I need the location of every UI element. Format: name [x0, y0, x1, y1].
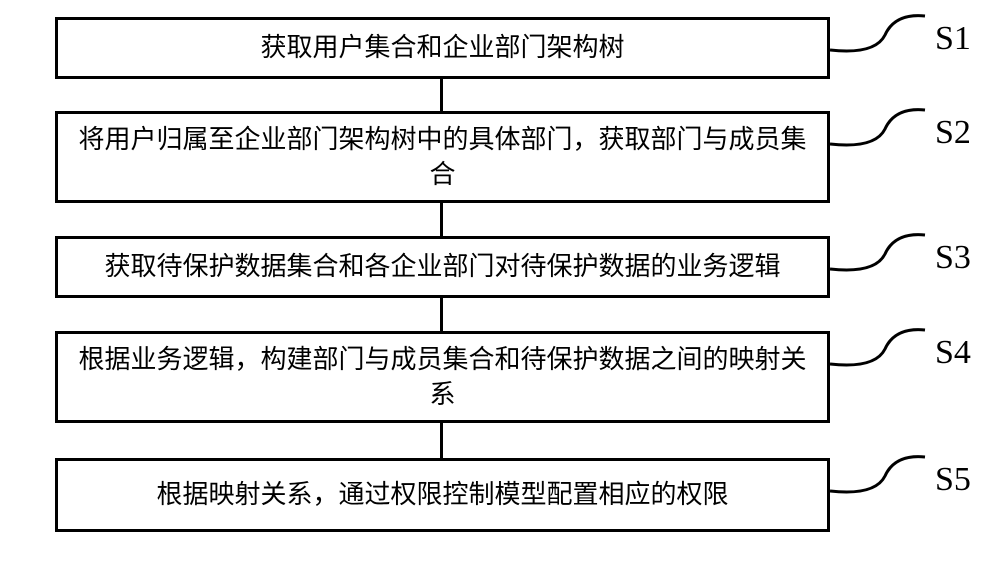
bracket-s4	[830, 324, 930, 374]
bracket-s5	[830, 451, 930, 501]
step-label-s2: S2	[935, 114, 971, 152]
bracket-s3	[830, 229, 930, 279]
step-box-s5: 根据映射关系，通过权限控制模型配置相应的权限	[55, 458, 830, 532]
bracket-s2	[830, 104, 930, 154]
step-text: 根据业务逻辑，构建部门与成员集合和待保护数据之间的映射关系	[78, 342, 807, 412]
flowchart-canvas: 获取用户集合和企业部门架构树 将用户归属至企业部门架构树中的具体部门，获取部门与…	[0, 0, 1000, 564]
connector-s3-s4	[440, 298, 443, 331]
step-text: 将用户归属至企业部门架构树中的具体部门，获取部门与成员集合	[78, 122, 807, 192]
step-box-s4: 根据业务逻辑，构建部门与成员集合和待保护数据之间的映射关系	[55, 331, 830, 423]
connector-s1-s2	[440, 79, 443, 111]
step-text: 获取用户集合和企业部门架构树	[260, 30, 624, 65]
bracket-s1	[830, 10, 930, 60]
step-label-s4: S4	[935, 334, 971, 372]
step-box-s2: 将用户归属至企业部门架构树中的具体部门，获取部门与成员集合	[55, 111, 830, 203]
connector-s4-s5	[440, 423, 443, 458]
connector-s2-s3	[440, 203, 443, 236]
step-box-s3: 获取待保护数据集合和各企业部门对待保护数据的业务逻辑	[55, 236, 830, 298]
step-box-s1: 获取用户集合和企业部门架构树	[55, 17, 830, 79]
step-text: 获取待保护数据集合和各企业部门对待保护数据的业务逻辑	[104, 249, 780, 284]
step-label-s3: S3	[935, 239, 971, 277]
step-text: 根据映射关系，通过权限控制模型配置相应的权限	[156, 477, 728, 512]
step-label-s5: S5	[935, 461, 971, 499]
step-label-s1: S1	[935, 20, 971, 58]
